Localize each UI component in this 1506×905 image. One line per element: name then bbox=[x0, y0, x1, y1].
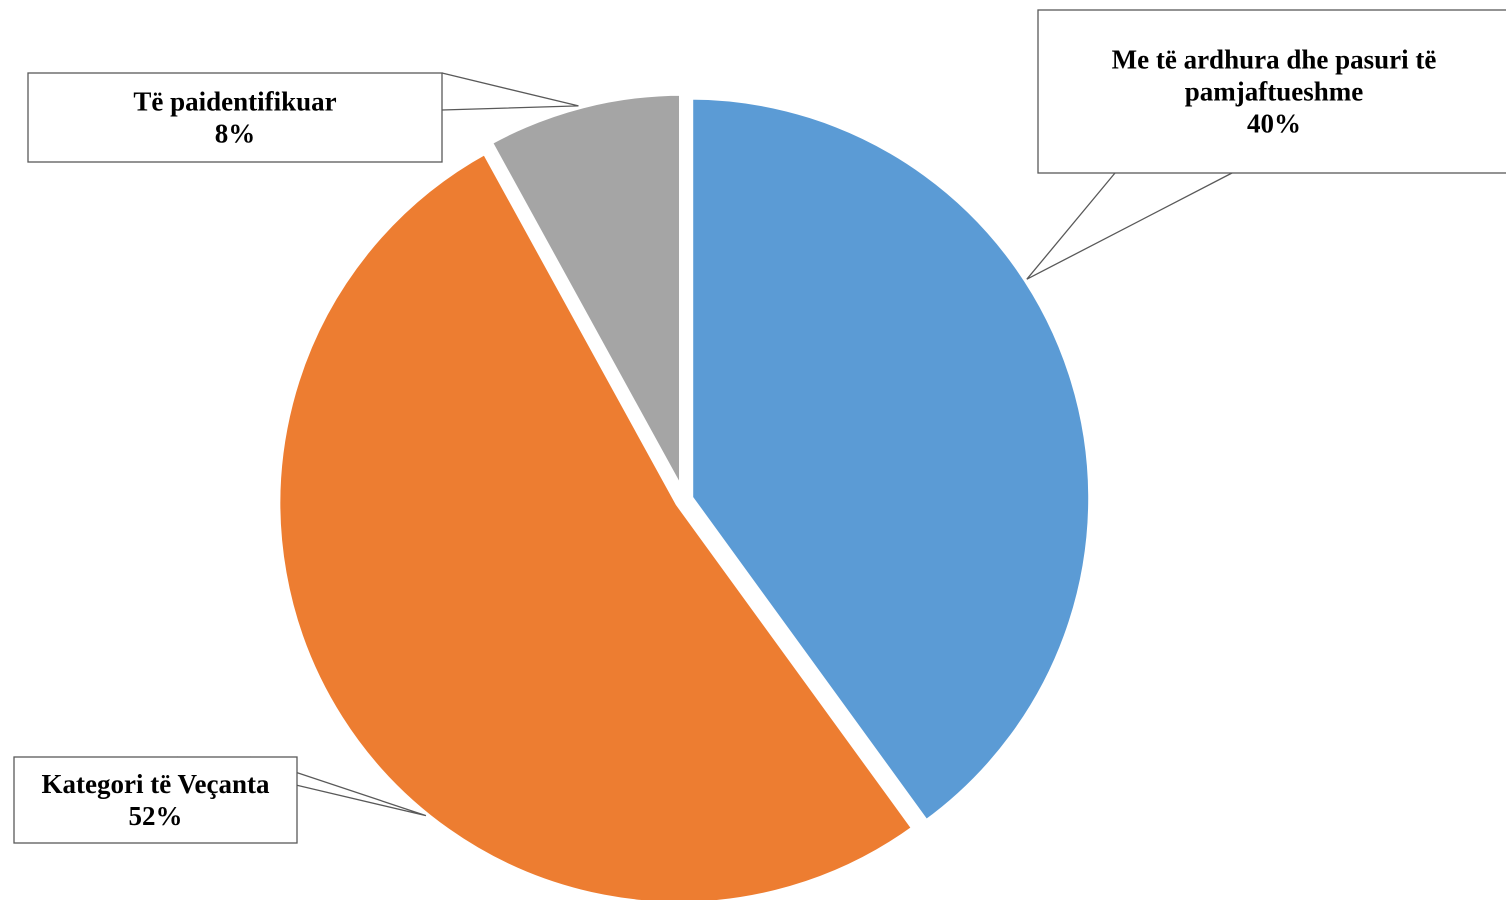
leader-line bbox=[441, 72, 579, 111]
data-label-category: Të paidentifikuar bbox=[133, 86, 336, 116]
data-label-value: 8% bbox=[215, 118, 256, 148]
data-label-value: 52% bbox=[129, 801, 183, 831]
callout-box bbox=[1037, 9, 1506, 174]
slice-income-assets bbox=[686, 92, 1096, 829]
data-label-category: Kategori të Veçanta bbox=[42, 769, 270, 799]
data-label-category: Me të ardhura dhe pasuri të bbox=[1112, 44, 1437, 74]
slice-unidentified bbox=[484, 88, 687, 496]
slices-layer bbox=[273, 88, 1096, 905]
callouts-layer: Me të ardhura dhe pasuri tëpamjaftueshme… bbox=[13, 9, 1506, 844]
callout-income-assets: Me të ardhura dhe pasuri tëpamjaftueshme… bbox=[1037, 9, 1506, 174]
data-label-category: pamjaftueshme bbox=[1185, 76, 1363, 106]
callout-box bbox=[13, 756, 298, 844]
data-label-value: 40% bbox=[1247, 108, 1301, 138]
callout-box bbox=[27, 72, 443, 163]
leader-line bbox=[1026, 172, 1233, 280]
